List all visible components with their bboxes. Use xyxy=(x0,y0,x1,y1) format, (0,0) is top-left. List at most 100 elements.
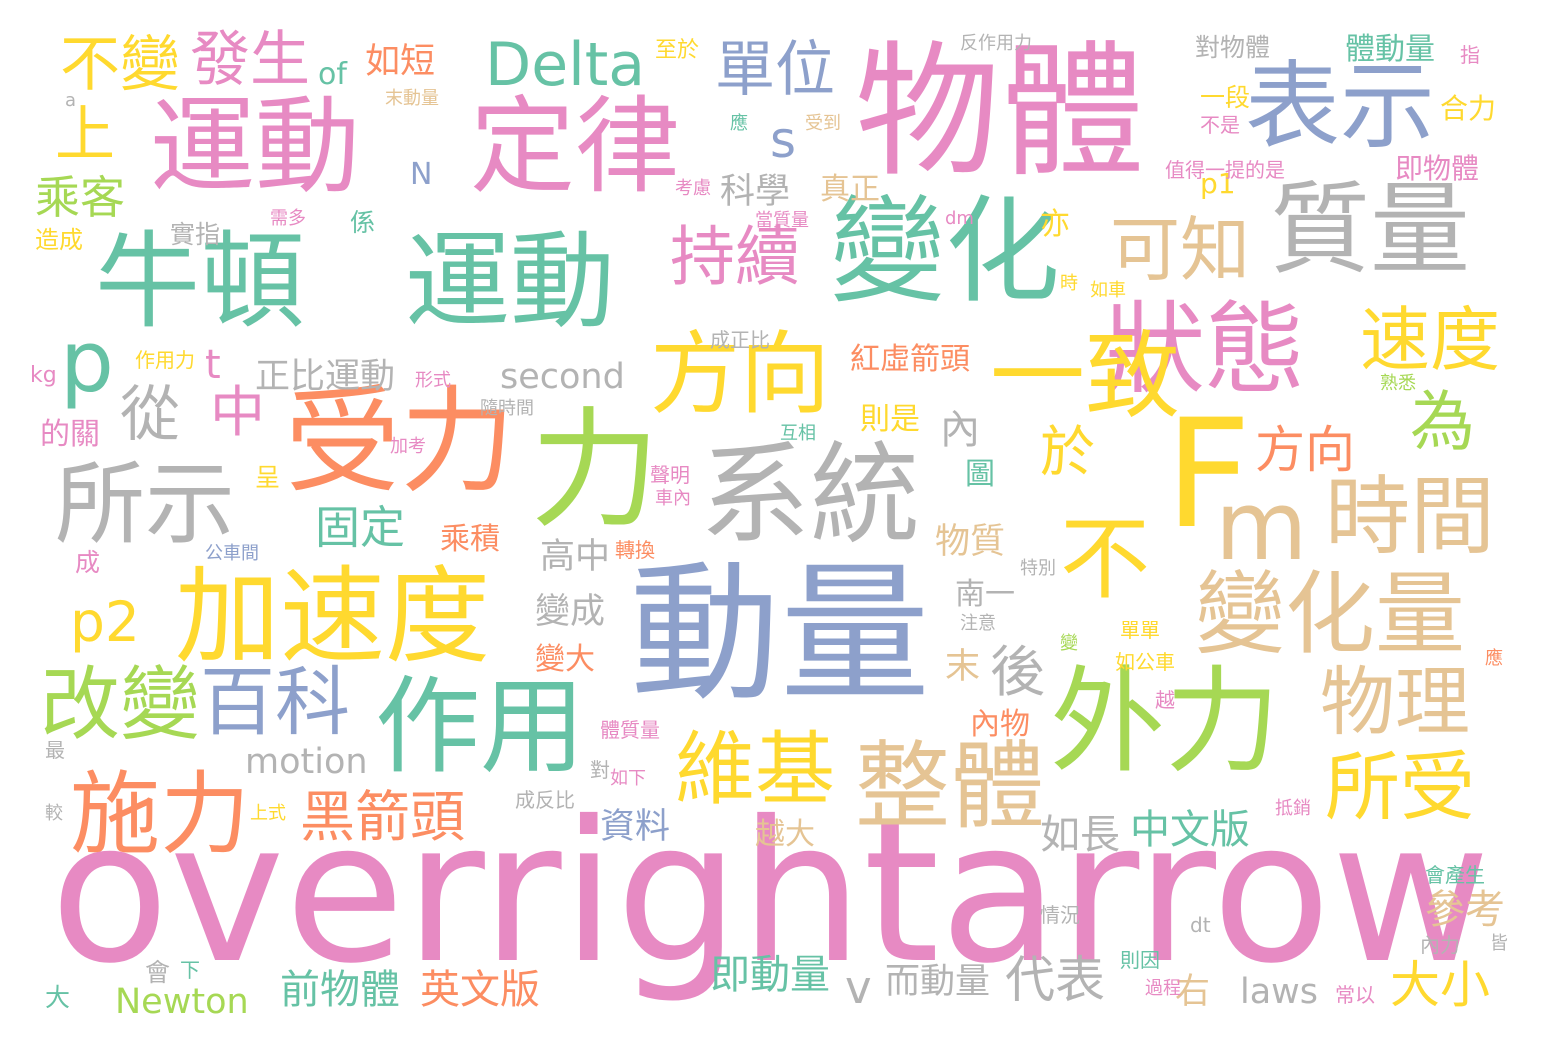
cloud-word: 內力 xyxy=(1420,933,1460,957)
cloud-word: 造成 xyxy=(35,226,83,254)
cloud-word: 中文版 xyxy=(1130,807,1250,853)
cloud-word: 物體 xyxy=(855,28,1145,197)
cloud-word: 越 xyxy=(1155,688,1175,712)
cloud-word: 作用 xyxy=(375,666,586,788)
cloud-word: 變成 xyxy=(535,592,606,632)
cloud-word: 所示 xyxy=(55,452,235,557)
cloud-word: 亦 xyxy=(1040,207,1070,242)
cloud-word: 體質量 xyxy=(600,718,660,742)
cloud-word: 加考 xyxy=(390,436,426,457)
cloud-word: motion xyxy=(245,742,368,782)
cloud-word: 互相 xyxy=(780,423,816,444)
cloud-word: 如下 xyxy=(610,768,646,789)
cloud-word: 系統 xyxy=(700,431,920,559)
cloud-word: 維基 xyxy=(675,723,835,816)
cloud-word: v xyxy=(845,961,872,1014)
cloud-word: 中 xyxy=(210,380,266,444)
cloud-word: p2 xyxy=(70,590,140,654)
cloud-word: 方向 xyxy=(650,322,830,427)
cloud-word: 運動 xyxy=(150,86,361,208)
cloud-word: 如長 xyxy=(1040,812,1120,858)
cloud-word: 上 xyxy=(55,100,115,170)
cloud-word: 最 xyxy=(45,738,65,762)
cloud-word: 一段 xyxy=(1200,83,1251,112)
cloud-word: 受到 xyxy=(805,113,841,134)
cloud-word: 至於 xyxy=(655,38,700,63)
cloud-word: 固定 xyxy=(315,501,406,554)
cloud-word: 會產生 xyxy=(1425,863,1485,887)
cloud-word: 黑箭頭 xyxy=(300,785,466,849)
cloud-word: 形式 xyxy=(415,370,451,391)
cloud-word: 過程 xyxy=(1145,978,1181,999)
cloud-word: 值得一提的是 xyxy=(1165,158,1285,182)
cloud-word: 如公車 xyxy=(1115,650,1175,674)
cloud-word: 可知 xyxy=(1110,209,1250,291)
cloud-word: 越大 xyxy=(755,817,815,852)
cloud-word: 定律 xyxy=(470,86,681,208)
cloud-word: 則因 xyxy=(1120,948,1160,972)
cloud-word: 末 xyxy=(945,647,981,687)
cloud-word: 乘客 xyxy=(35,171,126,224)
cloud-word: 速度 xyxy=(1360,299,1500,381)
cloud-word: dm xyxy=(945,208,974,229)
cloud-word: 前物體 xyxy=(280,967,400,1013)
cloud-word: kg xyxy=(30,363,57,388)
cloud-word: 不變 xyxy=(60,30,180,100)
cloud-word: 即動量 xyxy=(710,952,830,998)
cloud-word: Delta xyxy=(485,30,646,100)
cloud-word: 英文版 xyxy=(420,967,540,1013)
cloud-word: second xyxy=(500,357,625,397)
cloud-word: 單位 xyxy=(715,35,835,105)
cloud-word: 不 xyxy=(1060,507,1150,612)
cloud-word: 呈 xyxy=(255,463,281,492)
cloud-word: 為 xyxy=(1410,385,1476,460)
cloud-word: 單單 xyxy=(1120,618,1160,642)
cloud-word: 從 xyxy=(120,380,180,450)
cloud-word: 作用力 xyxy=(135,348,195,372)
cloud-word: N xyxy=(410,157,433,192)
cloud-word: m xyxy=(1215,472,1308,582)
cloud-word: 注意 xyxy=(960,613,996,634)
cloud-word: 合力 xyxy=(1440,92,1497,125)
cloud-word: 持續 xyxy=(670,220,801,295)
cloud-word: Newton xyxy=(115,982,249,1022)
cloud-word: laws xyxy=(1240,972,1319,1012)
cloud-word: 會 xyxy=(145,958,171,987)
cloud-word: 正比運動 xyxy=(255,357,396,397)
cloud-word: 整體 xyxy=(855,732,1046,842)
cloud-word: 後 xyxy=(990,640,1046,704)
cloud-word: 變化量 xyxy=(1195,562,1465,667)
cloud-word: 改變 xyxy=(40,658,200,751)
cloud-word: 成 xyxy=(75,548,101,577)
cloud-word: 公車間 xyxy=(205,543,259,564)
cloud-word: 質量 xyxy=(1270,171,1470,288)
cloud-word: 變化 xyxy=(830,185,1061,319)
cloud-word: 體動量 xyxy=(1345,32,1435,67)
cloud-word: 指 xyxy=(1460,43,1480,67)
cloud-word: 百科 xyxy=(200,658,351,746)
cloud-word: 紅虛箭頭 xyxy=(850,342,970,377)
cloud-word: 即物體 xyxy=(1395,152,1480,185)
cloud-word: 的關 xyxy=(40,417,100,452)
cloud-word: 上式 xyxy=(250,803,286,824)
cloud-word: 末動量 xyxy=(385,88,439,109)
cloud-word: 熟悉 xyxy=(1380,373,1416,394)
cloud-word: 時 xyxy=(1060,273,1078,294)
cloud-word: 資料 xyxy=(600,807,671,847)
cloud-word: dt xyxy=(1190,913,1211,937)
cloud-word: 對 xyxy=(590,758,610,782)
cloud-word: 對物體 xyxy=(1195,33,1271,62)
cloud-word: 大 xyxy=(45,983,71,1012)
cloud-word: 動量 xyxy=(630,548,931,722)
cloud-word: 皆 xyxy=(1490,933,1508,954)
cloud-word: 應 xyxy=(1485,648,1503,669)
cloud-word: 發生 xyxy=(190,25,310,95)
cloud-word: 考慮 xyxy=(675,178,711,199)
cloud-word: 真正 xyxy=(820,172,880,207)
cloud-word: s xyxy=(770,111,797,169)
cloud-word: 表示 xyxy=(1245,52,1436,162)
cloud-word: 運動 xyxy=(405,221,616,343)
cloud-word: 不是 xyxy=(1200,113,1240,137)
cloud-word: 則是 xyxy=(860,402,920,437)
